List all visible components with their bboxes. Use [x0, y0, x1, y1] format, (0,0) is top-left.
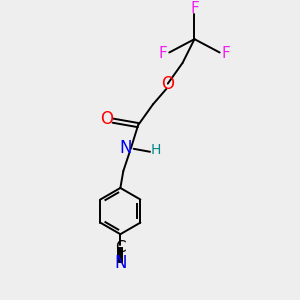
Text: F: F — [190, 1, 199, 16]
Text: N: N — [114, 254, 127, 272]
Text: N: N — [119, 139, 132, 157]
Text: O: O — [100, 110, 113, 128]
Text: O: O — [161, 75, 174, 93]
Text: F: F — [222, 46, 231, 62]
Text: C: C — [115, 240, 126, 255]
Text: H: H — [151, 143, 161, 157]
Text: F: F — [158, 46, 167, 62]
